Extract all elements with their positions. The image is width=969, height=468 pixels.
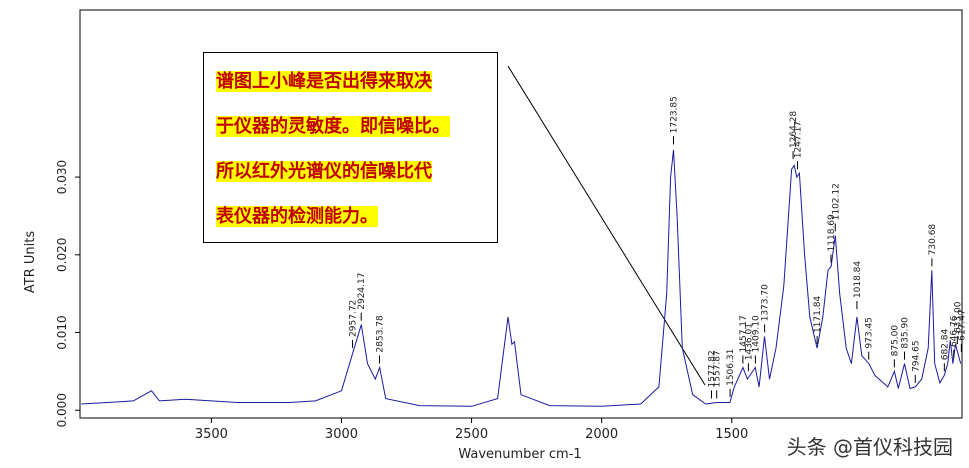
y-tick-label: 0.010: [55, 315, 69, 349]
x-tick-label: 3000: [325, 427, 358, 442]
y-tick-label: 0.000: [55, 393, 69, 427]
peak-label: 1506.31: [726, 349, 736, 386]
annotation-box: 谱图上小峰是否出得来取决 于仪器的灵敏度。即信噪比。 所以红外光谱仪的信噪比代 …: [203, 52, 498, 243]
annotation-line: 表仪器的检测能力。: [216, 204, 378, 230]
watermark: 头条 @首仪科技园: [786, 435, 953, 459]
x-tick-label: 3500: [195, 427, 228, 442]
peak-label: 682.84: [940, 328, 950, 360]
peak-label: 973.45: [865, 317, 875, 349]
peak-label: 1409.10: [751, 315, 761, 352]
annotation-line: 谱图上小峰是否出得来取决: [216, 69, 432, 95]
peak-label: 730.68: [928, 224, 938, 256]
x-tick-label: 2500: [455, 427, 488, 442]
peak-label: 1247.17: [794, 121, 804, 158]
peak-label: 794.65: [911, 340, 921, 372]
annotation-line: 于仪器的灵敏度。即信噪比。: [216, 114, 450, 140]
peak-label: 1723.85: [670, 96, 680, 133]
peak-label: 1457.17: [739, 315, 749, 352]
annotation-line: 所以红外光谱仪的信噪比代: [216, 159, 432, 185]
annotation-text: 于仪器的灵敏度。即信噪比。: [216, 116, 450, 137]
peak-label: 1557.87: [713, 350, 723, 387]
annotation-text: 表仪器的检测能力。: [216, 206, 378, 227]
peak-label: 2853.78: [376, 315, 386, 352]
plot-frame: [79, 9, 963, 419]
x-tick-label: 2000: [585, 427, 618, 442]
peak-label: 1018.84: [853, 261, 863, 298]
peak-label: 2924.17: [357, 273, 367, 310]
annotation-text: 谱图上小峰是否出得来取决: [216, 71, 432, 92]
y-tick-label: 0.030: [55, 160, 69, 194]
peak-label: 1102.12: [831, 183, 841, 220]
peak-label: 2957.72: [348, 300, 358, 337]
y-axis-label: ATR Units: [23, 231, 38, 293]
peak-label: 1118.69: [827, 214, 837, 251]
annotation-text: 所以红外光谱仪的信噪比代: [216, 161, 432, 182]
y-tick-label: 0.020: [55, 238, 69, 272]
peak-label: 875.00: [890, 325, 900, 357]
peak-label: 1577.82: [707, 350, 717, 387]
peak-label: 1264.28: [789, 111, 799, 148]
pointer-line: [507, 65, 706, 386]
x-axis-label: Wavenumber cm-1: [458, 447, 581, 462]
peak-label: 646.76: [950, 315, 960, 347]
spectrum-line: [81, 149, 962, 407]
peak-label: 633.00: [953, 301, 963, 333]
peak-label: 835.90: [901, 317, 911, 349]
peak-label: 1171.84: [813, 296, 823, 333]
peak-label: 617.47: [957, 309, 967, 341]
x-tick-label: 1500: [715, 427, 748, 442]
peak-label: 1373.70: [761, 284, 771, 321]
peak-label: 1436.01: [744, 323, 754, 360]
